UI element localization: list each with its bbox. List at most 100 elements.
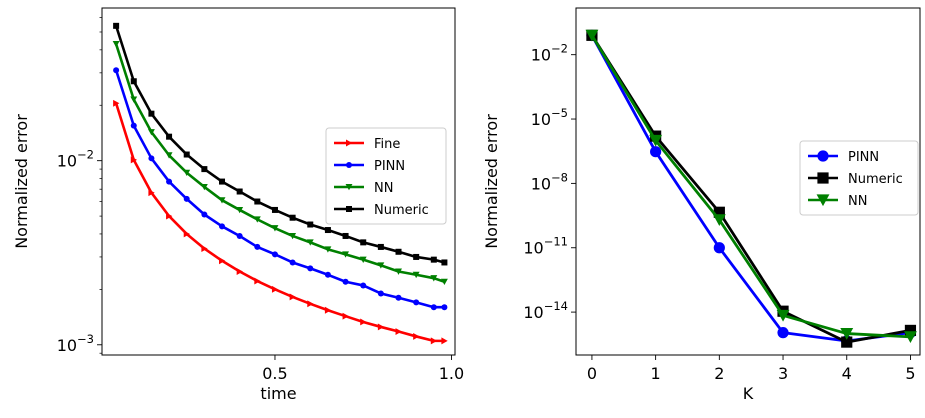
data-point (430, 275, 438, 282)
legend-marker-nn (345, 184, 353, 191)
data-point (440, 278, 448, 286)
y-tick-label: 10−5 (531, 106, 568, 129)
y-tick-label: 10−8 (531, 170, 568, 193)
data-point (377, 262, 385, 269)
data-point (113, 99, 120, 107)
x-axis-label: K (743, 384, 754, 403)
data-point (776, 309, 790, 322)
plot-frame (101, 7, 456, 356)
data-point (219, 223, 226, 230)
y-axis-label: Normalized error (12, 114, 31, 249)
data-point (324, 227, 331, 234)
data-point (430, 304, 437, 311)
x-tick-label: 0 (587, 364, 597, 383)
data-point (307, 300, 314, 308)
data-point (183, 195, 190, 202)
legend-box (799, 140, 919, 216)
x-axis-label: time (260, 384, 296, 403)
data-point (307, 265, 314, 272)
data-point (130, 122, 137, 129)
data-point (441, 337, 448, 345)
legend-label: PINN (374, 159, 405, 174)
data-point (713, 242, 725, 254)
plot-frame (575, 7, 921, 356)
data-point (289, 232, 297, 240)
legend-box (325, 127, 447, 225)
chart-2: 10−14 10−11 10−8 10−5 10−2 0 1 2 3 4 5 K Normalized … (482, 7, 921, 403)
legend-marker-numeric (817, 172, 829, 184)
data-point (413, 299, 420, 306)
series-pinn (113, 67, 448, 311)
y-tick-label: 10−2 (57, 148, 94, 171)
y-tick-label: 10−3 (57, 332, 94, 355)
x-tick-label: 1.0 (439, 364, 464, 383)
legend-marker-numeric (346, 206, 352, 212)
series-nn (585, 29, 917, 344)
plot-area (585, 29, 917, 348)
legend-marker-fine (346, 139, 353, 147)
data-point (412, 271, 420, 279)
data-point (201, 211, 208, 218)
data-point (271, 251, 278, 258)
data-point (201, 245, 208, 253)
data-point (218, 197, 226, 204)
data-point (166, 178, 173, 185)
data-point (183, 151, 190, 158)
data-point (377, 243, 384, 250)
x-tick-label: 5 (905, 364, 915, 383)
data-point (165, 152, 173, 159)
data-point (777, 327, 789, 339)
data-point (342, 312, 349, 320)
data-point (712, 214, 726, 226)
data-point (413, 332, 420, 340)
data-point (359, 256, 367, 263)
data-point (441, 304, 448, 311)
data-point (271, 285, 279, 293)
legend: PINN Numeric NN (799, 140, 919, 216)
data-point (219, 178, 226, 185)
y-axis-label: Normalized error (482, 114, 501, 249)
data-point (113, 67, 120, 74)
x-tick-label: 3 (778, 364, 788, 383)
data-point (271, 225, 279, 232)
data-point (713, 206, 725, 218)
data-point (289, 214, 296, 221)
data-point (236, 232, 243, 239)
data-point (649, 134, 663, 147)
data-point (395, 248, 402, 255)
data-point (307, 221, 314, 228)
data-point (395, 294, 402, 301)
data-point (166, 212, 173, 220)
data-point (148, 189, 155, 197)
data-point (904, 331, 917, 344)
data-point (183, 169, 191, 177)
legend-label: PINN (848, 150, 879, 165)
data-point (253, 216, 261, 223)
x-tick-label: 2 (714, 364, 724, 383)
data-point (130, 96, 138, 103)
y-tick-label: 10−11 (523, 235, 568, 258)
data-point (113, 22, 120, 29)
data-point (289, 259, 296, 266)
data-point (324, 246, 332, 253)
data-point (342, 251, 350, 258)
legend-label: Fine (374, 137, 400, 152)
data-point (254, 277, 261, 285)
x-tick-label: 4 (842, 364, 852, 383)
legend: Fine PINN NN Numeric (325, 127, 447, 225)
data-point (130, 156, 138, 164)
data-point (219, 257, 226, 265)
data-point (413, 253, 420, 260)
data-point (130, 78, 137, 85)
series-fine (113, 99, 448, 345)
legend-label: NN (848, 194, 867, 209)
data-point (289, 293, 296, 301)
data-point (650, 146, 662, 158)
legend-marker-pinn (817, 150, 829, 162)
data-point (112, 41, 120, 48)
data-point (377, 323, 385, 331)
data-point (201, 166, 208, 173)
data-point (306, 239, 314, 246)
data-point (200, 183, 208, 191)
